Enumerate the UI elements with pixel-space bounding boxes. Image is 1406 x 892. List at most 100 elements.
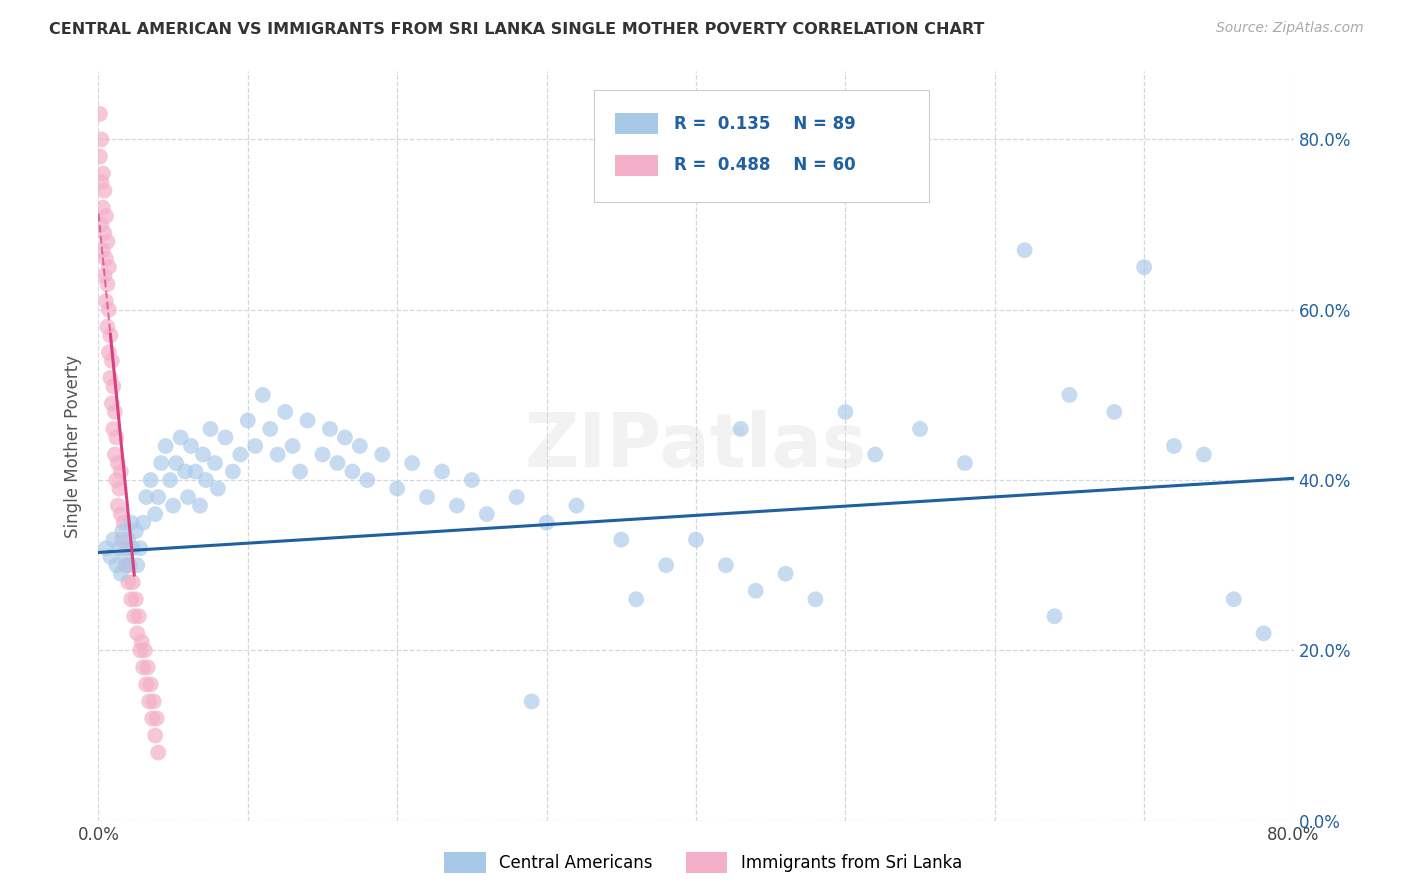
Point bbox=[349, 439, 371, 453]
Point bbox=[311, 448, 333, 462]
Point bbox=[90, 132, 112, 146]
Point bbox=[94, 541, 117, 556]
Text: Source: ZipAtlas.com: Source: ZipAtlas.com bbox=[1216, 21, 1364, 35]
Point bbox=[1133, 260, 1156, 275]
Point bbox=[108, 482, 131, 496]
Point bbox=[159, 473, 181, 487]
Point bbox=[139, 473, 162, 487]
Point bbox=[93, 268, 115, 283]
Point bbox=[117, 558, 139, 573]
Text: CENTRAL AMERICAN VS IMMIGRANTS FROM SRI LANKA SINGLE MOTHER POVERTY CORRELATION : CENTRAL AMERICAN VS IMMIGRANTS FROM SRI … bbox=[49, 22, 984, 37]
Point bbox=[96, 319, 118, 334]
Point bbox=[174, 465, 197, 479]
Point bbox=[93, 226, 115, 240]
Point bbox=[114, 549, 136, 564]
Point bbox=[135, 677, 157, 691]
Point bbox=[775, 566, 797, 581]
Point bbox=[103, 422, 125, 436]
Point bbox=[162, 499, 184, 513]
Point bbox=[565, 499, 588, 513]
Point bbox=[319, 422, 342, 436]
Point bbox=[204, 456, 226, 470]
Point bbox=[142, 694, 165, 708]
Point bbox=[110, 507, 132, 521]
Point bbox=[125, 524, 148, 538]
Point bbox=[200, 422, 222, 436]
Point bbox=[610, 533, 633, 547]
Point bbox=[105, 430, 128, 444]
Point bbox=[281, 439, 304, 453]
Point bbox=[333, 430, 356, 444]
Point bbox=[89, 107, 111, 121]
Point bbox=[342, 465, 364, 479]
Point bbox=[111, 533, 134, 547]
Point bbox=[1163, 439, 1185, 453]
Point bbox=[131, 635, 153, 649]
Point bbox=[1192, 448, 1215, 462]
Point bbox=[101, 396, 124, 410]
Point bbox=[125, 592, 148, 607]
Point bbox=[804, 592, 827, 607]
Point bbox=[117, 575, 139, 590]
Point bbox=[101, 354, 124, 368]
Point bbox=[103, 379, 125, 393]
Point bbox=[416, 490, 439, 504]
Point bbox=[1014, 243, 1036, 257]
Point bbox=[97, 302, 120, 317]
Legend: Central Americans, Immigrants from Sri Lanka: Central Americans, Immigrants from Sri L… bbox=[437, 846, 969, 880]
Point bbox=[288, 465, 311, 479]
Point bbox=[655, 558, 678, 573]
Point bbox=[385, 482, 409, 496]
Point bbox=[112, 516, 135, 530]
Point bbox=[1104, 405, 1126, 419]
Point bbox=[114, 558, 136, 573]
Point bbox=[1223, 592, 1246, 607]
Point bbox=[97, 345, 120, 359]
Point bbox=[475, 507, 498, 521]
Point bbox=[128, 609, 150, 624]
Point bbox=[191, 448, 214, 462]
Point bbox=[127, 558, 149, 573]
Point bbox=[93, 184, 115, 198]
Point bbox=[326, 456, 349, 470]
Point bbox=[730, 422, 752, 436]
Text: R =  0.488    N = 60: R = 0.488 N = 60 bbox=[675, 156, 856, 174]
Point bbox=[430, 465, 453, 479]
Point bbox=[136, 660, 159, 674]
Point bbox=[105, 473, 128, 487]
Point bbox=[626, 592, 648, 607]
Point bbox=[134, 643, 156, 657]
Point bbox=[446, 499, 468, 513]
Point bbox=[105, 558, 128, 573]
Point bbox=[107, 499, 129, 513]
Point bbox=[91, 167, 114, 181]
Point bbox=[506, 490, 529, 504]
Point bbox=[259, 422, 281, 436]
Point bbox=[139, 677, 162, 691]
Point bbox=[229, 448, 252, 462]
Point bbox=[135, 490, 157, 504]
Point bbox=[834, 405, 856, 419]
Point bbox=[908, 422, 931, 436]
Point bbox=[714, 558, 737, 573]
Point bbox=[90, 175, 112, 189]
Point bbox=[127, 626, 149, 640]
Point bbox=[1043, 609, 1066, 624]
Point bbox=[401, 456, 423, 470]
Point bbox=[115, 541, 138, 556]
Point bbox=[94, 209, 117, 223]
Point bbox=[120, 592, 142, 607]
Point bbox=[145, 711, 167, 725]
Point bbox=[150, 456, 173, 470]
Point bbox=[267, 448, 290, 462]
Point bbox=[297, 413, 319, 427]
Point bbox=[274, 405, 297, 419]
Point bbox=[252, 388, 274, 402]
Point bbox=[169, 430, 191, 444]
Point bbox=[129, 643, 152, 657]
Point bbox=[745, 583, 768, 598]
Point bbox=[461, 473, 484, 487]
Point bbox=[1253, 626, 1275, 640]
Point bbox=[1059, 388, 1081, 402]
Point bbox=[94, 252, 117, 266]
